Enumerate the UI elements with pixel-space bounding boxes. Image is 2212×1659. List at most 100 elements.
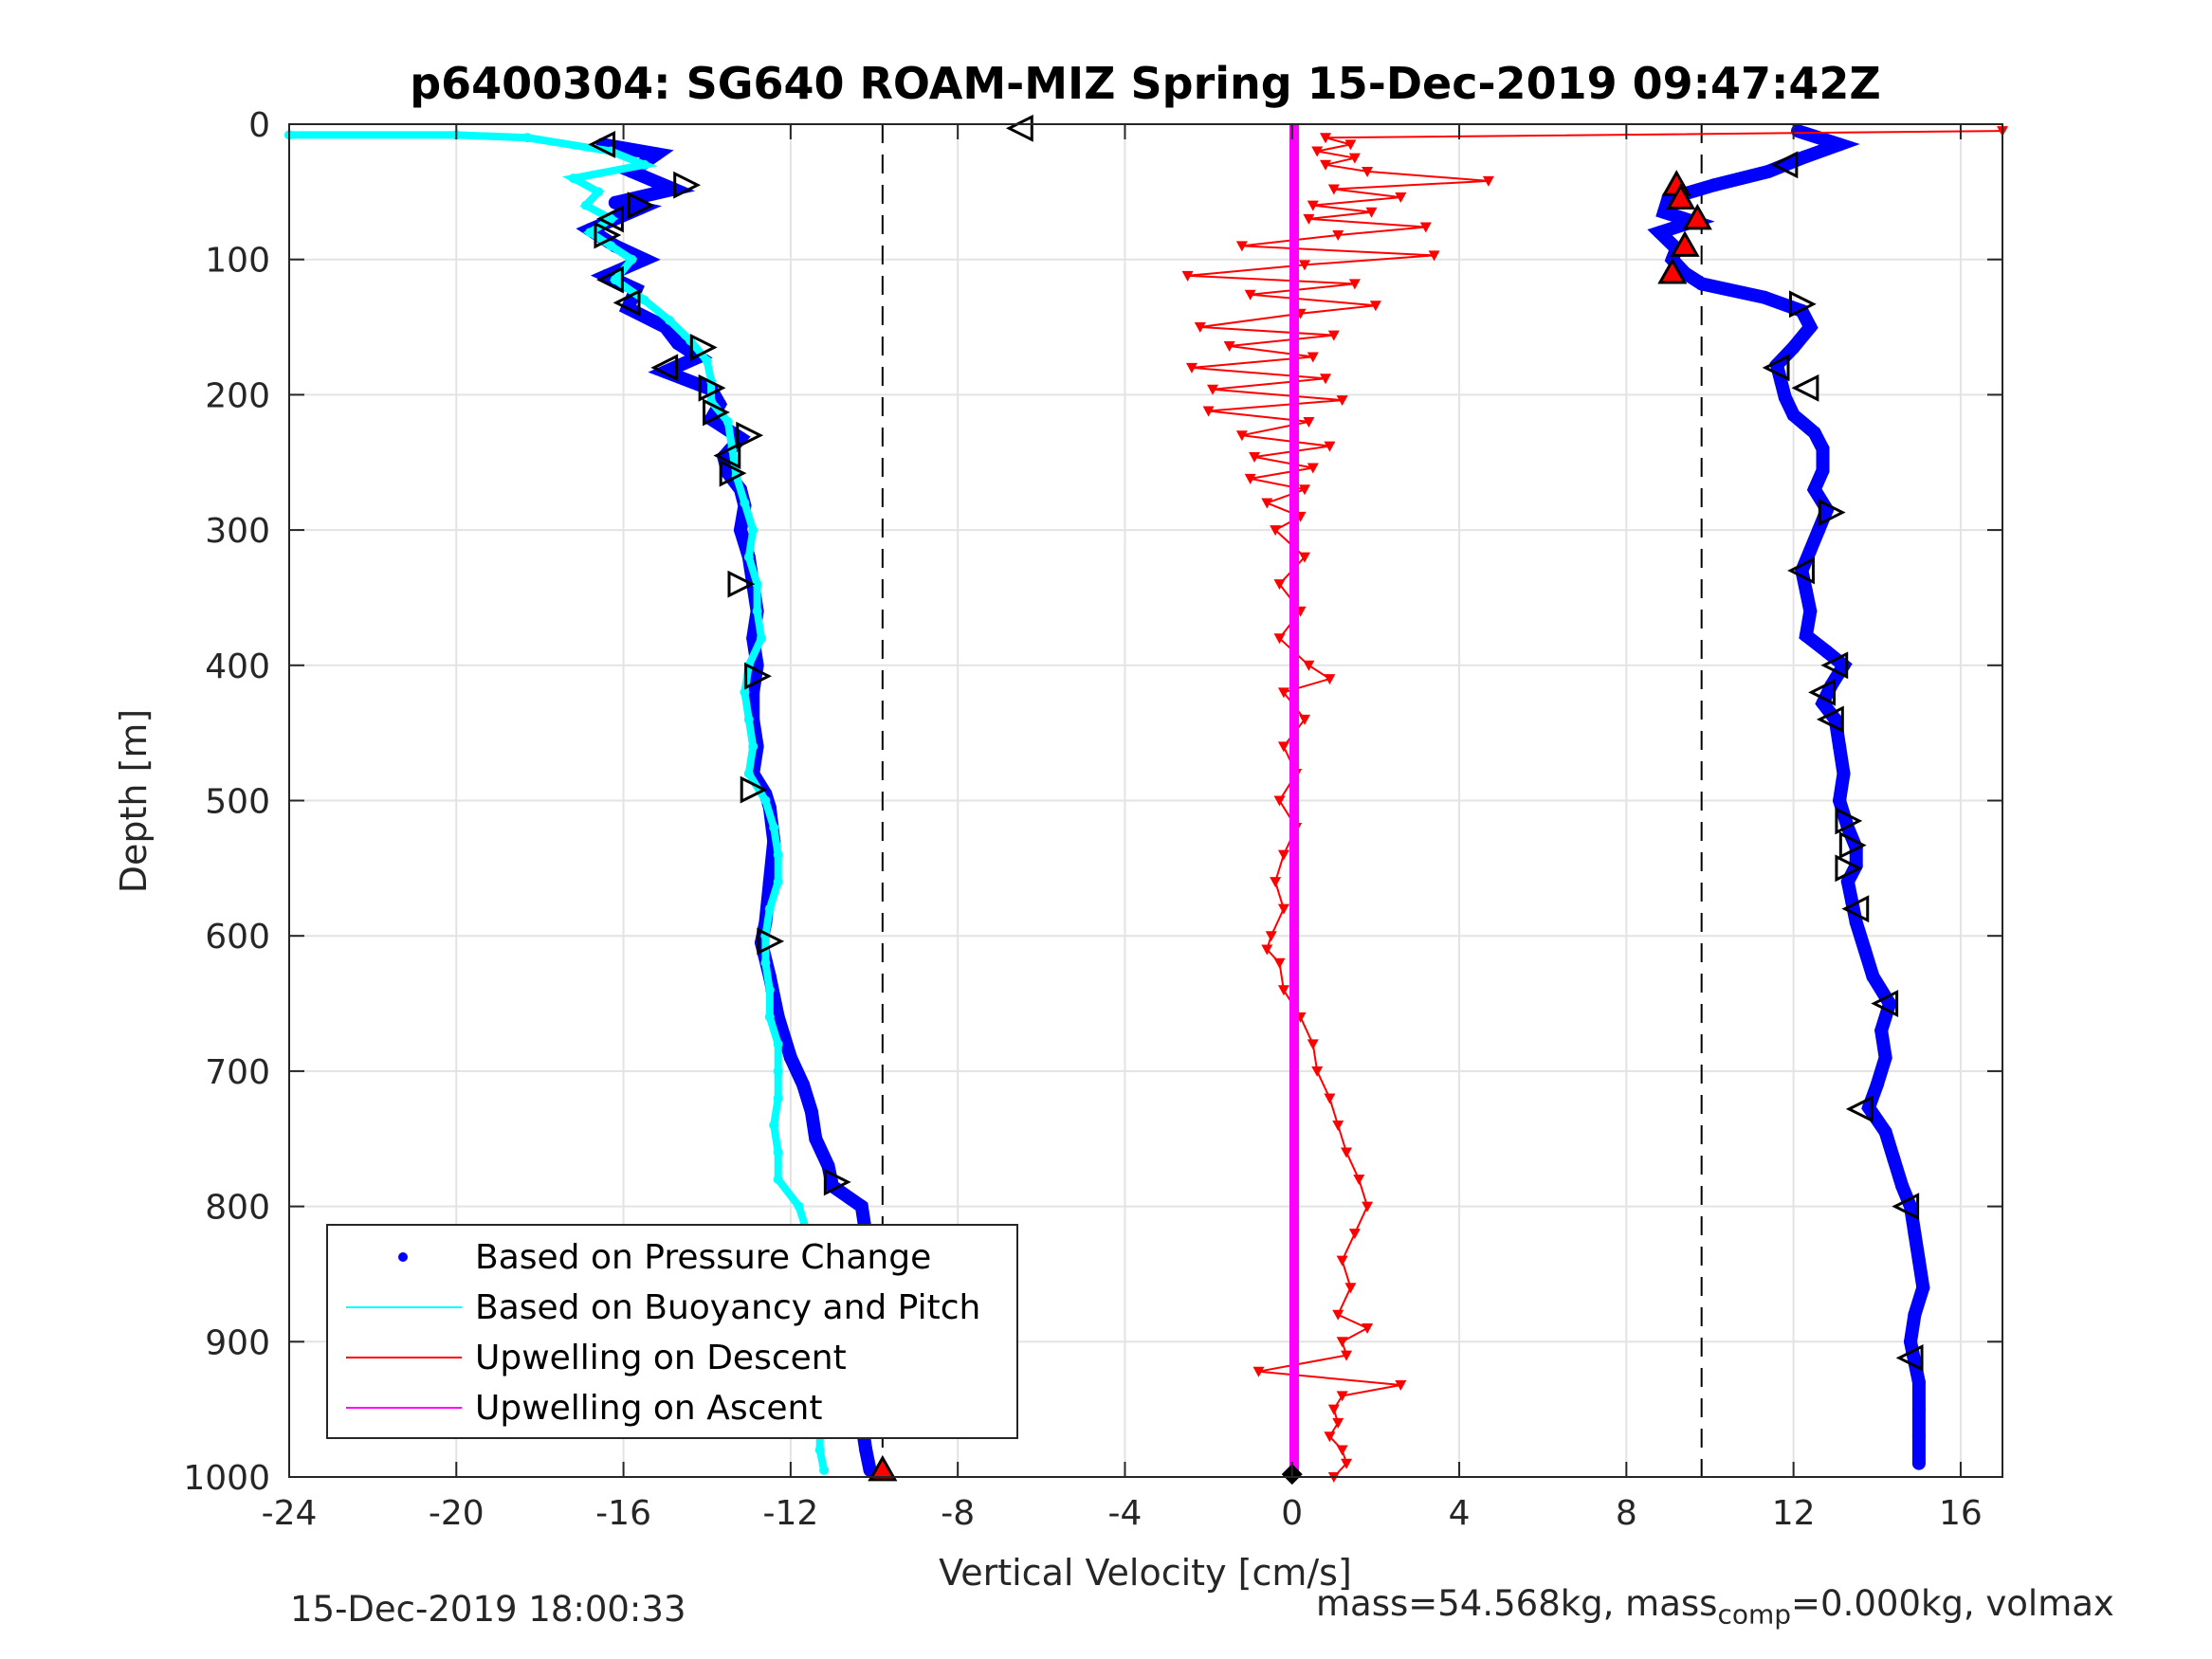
pressure-change-point	[1908, 1227, 1922, 1241]
buoyancy-pitch-point	[760, 957, 771, 968]
x-tick-label: -8	[941, 1494, 975, 1533]
buoyancy-pitch-point	[757, 633, 766, 644]
pressure-change-point	[859, 1443, 873, 1457]
upwelling-descent-marker	[1202, 406, 1215, 417]
pressure-change-point	[1833, 739, 1847, 754]
buoyancy-pitch-point	[773, 1066, 783, 1076]
buoyancy-pitch-point	[639, 295, 649, 305]
buoyancy-pitch-point	[722, 416, 733, 427]
y-tick-label: 600	[205, 918, 270, 957]
upwelling-descent-marker	[1336, 1445, 1348, 1456]
upwelling-descent-marker	[1344, 139, 1357, 151]
upwelling-descent-marker	[1324, 441, 1336, 452]
pressure-change-point	[1833, 137, 1847, 152]
pressure-change-point	[1904, 1335, 1917, 1349]
upwelling-descent-marker	[1277, 741, 1289, 753]
upwelling-descent-marker	[1277, 985, 1289, 996]
upwelling-descent-marker	[1311, 146, 1324, 157]
pressure-change-point	[1803, 543, 1818, 557]
y-tick-label: 300	[205, 512, 270, 551]
buoyancy-pitch-point	[752, 579, 762, 590]
pitch-marker-left	[1770, 151, 1799, 179]
legend-label: Upwelling on Descent	[475, 1339, 847, 1377]
buoyancy-pitch-point	[764, 903, 775, 914]
pressure-change-point	[721, 466, 735, 481]
upwelling-descent-marker	[1244, 289, 1256, 301]
x-tick-label: 4	[1449, 1494, 1471, 1533]
legend-label: Upwelling on Ascent	[475, 1389, 822, 1428]
pitch-marker-left	[1895, 1343, 1924, 1372]
buoyancy-pitch-point	[627, 254, 637, 264]
upwelling-descent-marker	[1362, 166, 1374, 177]
legend: Based on Pressure Change Based on Buoyanc…	[326, 1224, 1018, 1439]
mass-text-suffix: =0.000kg, volmax	[1791, 1583, 2114, 1624]
upwelling-descent-marker	[1369, 301, 1381, 312]
y-tick-label: 700	[205, 1053, 270, 1092]
pressure-change-point	[1799, 584, 1813, 598]
upwelling-descent-marker	[1324, 1431, 1336, 1443]
buoyancy-pitch-point	[740, 687, 750, 698]
upwelling-descent-marker	[1303, 660, 1315, 671]
pitch-marker-left	[1816, 705, 1844, 734]
upwelling-descent-marker	[1324, 674, 1336, 685]
x-tick-label: -12	[762, 1494, 818, 1533]
buoyancy-pitch-point	[773, 849, 783, 860]
y-tick-label: 0	[248, 106, 270, 145]
x-tick-label: 0	[1281, 1494, 1303, 1533]
buoyancy-pitch-point	[606, 241, 616, 251]
pitch-marker-right	[703, 398, 730, 427]
upwelling-descent-marker	[1307, 352, 1319, 363]
pressure-change-point	[1828, 712, 1842, 726]
upwelling-descent-marker	[1324, 1093, 1336, 1104]
upwelling-descent-marker	[1298, 484, 1310, 496]
pressure-change-point	[1757, 290, 1771, 304]
buoyancy-pitch-point	[606, 213, 616, 224]
pitch-marker-left	[1871, 990, 1899, 1017]
legend-box	[326, 1224, 1018, 1439]
y-tick-label: 500	[205, 783, 270, 822]
pressure-change-point	[762, 875, 777, 889]
marker-overlay	[588, 114, 1924, 1486]
pitch-marker-left	[1762, 354, 1790, 382]
pressure-change-point	[1878, 1125, 1892, 1139]
upwelling-descent-marker	[1265, 931, 1277, 942]
pressure-change-point	[1911, 1430, 1926, 1444]
y-tick-label: 100	[205, 242, 270, 281]
upwelling-descent-marker	[1261, 944, 1273, 956]
upwelling-descent-marker	[1277, 687, 1289, 699]
pressure-change-point	[1803, 320, 1818, 334]
upwelling-descent-marker	[1419, 222, 1432, 233]
buoyancy-pitch-point	[773, 1093, 783, 1103]
pressure-change-point	[1908, 1307, 1922, 1322]
buoyancy-pitch-point	[760, 795, 771, 806]
upwelling-descent-marker	[1185, 362, 1197, 374]
pitch-marker-left	[1791, 374, 1819, 402]
pitch-marker-left	[1841, 895, 1870, 923]
pressure-change-point	[1795, 151, 1809, 165]
upwelling-descent-marker	[1252, 1366, 1265, 1377]
x-axis-label: Vertical Velocity [cm/s]	[939, 1552, 1352, 1594]
pitch-marker-right	[736, 421, 764, 449]
pressure-change-point	[1653, 226, 1667, 240]
upwelling-descent-marker	[1348, 153, 1361, 164]
upwelling-descent-marker	[1307, 463, 1319, 474]
buoyancy-pitch-point	[769, 1121, 779, 1130]
pressure-change-point	[1833, 793, 1847, 808]
upwelling-descent-marker	[1270, 525, 1282, 537]
pressure-change-point	[1878, 1050, 1892, 1065]
buoyancy-pitch-point	[702, 356, 712, 366]
upwelling-descent-marker	[1482, 175, 1494, 187]
pitch-marker-right	[698, 374, 726, 402]
pitch-marker-left	[596, 205, 624, 233]
pressure-change-point	[1895, 1179, 1910, 1194]
pressure-change-point	[1883, 996, 1896, 1011]
chart-title: p6400304: SG640 ROAM-MIZ Spring 15-Dec-2…	[410, 58, 1881, 109]
apogee-marker	[1666, 183, 1696, 210]
pressure-change-point	[796, 1078, 811, 1092]
pressure-change-point	[1911, 1376, 1926, 1390]
upwelling-descent-marker	[1336, 1391, 1348, 1402]
upwelling-descent-marker	[1362, 1201, 1374, 1212]
pressure-change-point	[1887, 1152, 1901, 1166]
buoyancy-pitch-point	[773, 877, 783, 887]
